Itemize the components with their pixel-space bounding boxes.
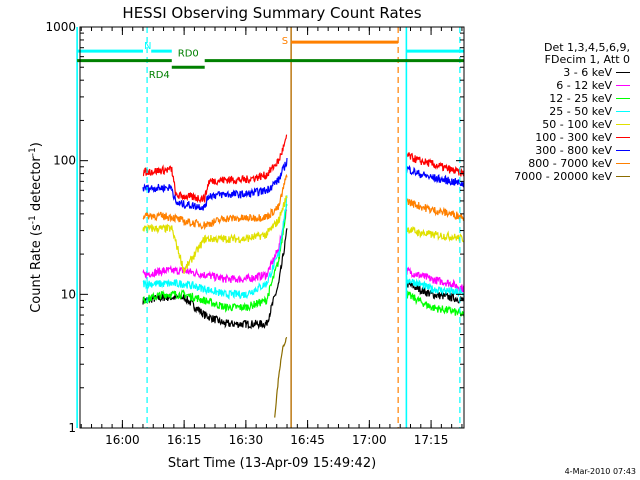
x-axis-label: Start Time (13-Apr-09 15:49:42) <box>168 456 376 471</box>
series-path <box>142 203 288 313</box>
series-line <box>142 228 465 330</box>
series-path <box>142 209 288 284</box>
legend-swatch <box>616 124 630 125</box>
series-line <box>142 134 465 204</box>
plot-frame <box>79 26 465 429</box>
generation-timestamp: 4-Mar-2010 07:43 <box>564 467 636 476</box>
series-line <box>142 209 465 293</box>
legend-entry: 50 - 100 keV <box>478 118 636 131</box>
series-line <box>142 173 465 231</box>
legend-label: 100 - 300 keV <box>535 131 612 144</box>
legend-swatch <box>616 111 630 112</box>
series-line <box>142 203 465 318</box>
y-axis-label-superscript: -1 <box>28 215 38 224</box>
y-tick-label: 10 <box>61 287 76 301</box>
legend-label: 3 - 6 keV <box>563 66 612 79</box>
series-line <box>142 195 465 274</box>
x-tick-label: 16:30 <box>229 433 264 447</box>
legend-label: 300 - 800 keV <box>535 144 612 157</box>
x-tick-label: 17:00 <box>352 433 387 447</box>
series-line <box>274 337 288 418</box>
legend-swatch <box>616 137 630 138</box>
legend-swatch <box>616 150 630 151</box>
legend-label: 25 - 50 keV <box>549 105 612 118</box>
y-tick-label: 1 <box>68 421 76 435</box>
series-path <box>405 266 465 293</box>
x-tick-label: 16:45 <box>290 433 325 447</box>
series-path <box>406 152 465 177</box>
legend: Det 1,3,4,5,6,9, FDecim 1, Att 0 3 - 6 k… <box>478 42 636 183</box>
series-line <box>142 157 465 211</box>
legend-entry: 3 - 6 keV <box>478 66 636 79</box>
series-path <box>142 157 288 211</box>
series-path <box>405 164 465 188</box>
series-path <box>142 195 288 300</box>
y-tick-label: 100 <box>53 154 76 168</box>
series-path <box>274 337 288 418</box>
series-path <box>405 275 465 298</box>
series-path <box>406 279 465 304</box>
legend-swatch <box>616 98 630 99</box>
legend-entry: 7000 - 20000 keV <box>478 170 636 183</box>
legend-entry: 12 - 25 keV <box>478 92 636 105</box>
y-tick-label: 1000 <box>45 20 76 34</box>
legend-header-line-2: FDecim 1, Att 0 <box>544 53 630 66</box>
series-path <box>405 198 465 221</box>
legend-label: 6 - 12 keV <box>556 79 612 92</box>
x-tick-label: 17:15 <box>414 433 449 447</box>
chart-title: HESSI Observing Summary Count Rates <box>122 4 421 22</box>
y-axis-label-superscript: -1 <box>28 147 38 156</box>
legend-entry: 6 - 12 keV <box>478 79 636 92</box>
legend-entry: 25 - 50 keV <box>478 105 636 118</box>
series-path <box>405 225 465 243</box>
state-bar-label: RD0 <box>178 49 199 60</box>
legend-label: 50 - 100 keV <box>542 118 612 131</box>
state-bar-label: S <box>282 36 288 47</box>
legend-label: 7000 - 20000 keV <box>514 170 612 183</box>
y-axis-label: Count Rate (s-1 detector-1) <box>28 142 44 313</box>
state-bar-label: N <box>144 41 151 52</box>
legend-swatch <box>616 72 630 73</box>
series-path <box>142 195 288 274</box>
series-path <box>405 290 465 318</box>
legend-swatch <box>616 176 630 177</box>
legend-header-line-1: Det 1,3,4,5,6,9, <box>543 41 630 54</box>
state-bar-label: RD4 <box>149 70 170 81</box>
x-tick-label: 16:15 <box>167 433 202 447</box>
series-path <box>142 134 288 204</box>
legend-entry: 800 - 7000 keV <box>478 157 636 170</box>
legend-label: 12 - 25 keV <box>549 92 612 105</box>
legend-label: 800 - 7000 keV <box>528 157 612 170</box>
legend-entry: 300 - 800 keV <box>478 144 636 157</box>
series-line <box>142 195 465 300</box>
x-tick-label: 16:00 <box>105 433 140 447</box>
legend-swatch <box>616 85 630 86</box>
y-axis-label-part: Count Rate (s <box>29 224 44 313</box>
legend-swatch <box>616 163 630 164</box>
series-path <box>142 173 288 231</box>
y-axis-label-part: detector <box>29 156 44 216</box>
legend-entry: 100 - 300 keV <box>478 131 636 144</box>
y-axis-label-part: ) <box>29 142 44 147</box>
